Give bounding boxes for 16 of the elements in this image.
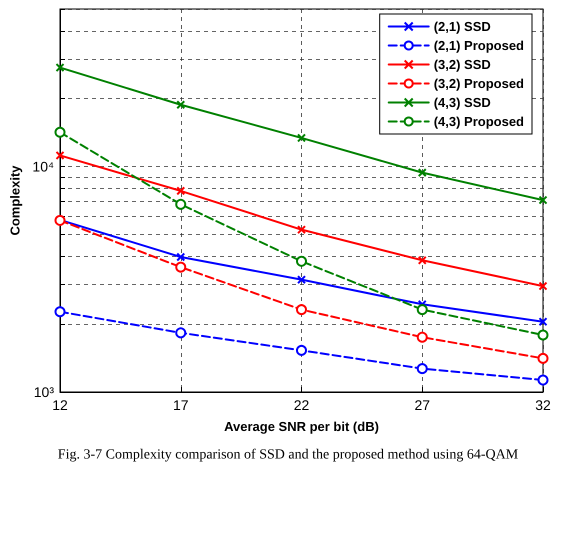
- caption: Fig. 3-7 Complexity comparison of SSD and the proposed method using 64-QAM: [58, 448, 519, 462]
- legend-label: (3,2) SSD: [434, 57, 491, 72]
- y-tick-label: 10³: [34, 384, 54, 400]
- legend-label: (2,1) SSD: [434, 19, 491, 34]
- legend-label: (2,1) Proposed: [434, 38, 524, 53]
- y-axis-title: Complexity: [8, 164, 23, 236]
- x-tick-label: 22: [294, 397, 310, 413]
- x-axis-title: Average SNR per bit (dB): [224, 419, 379, 434]
- legend-label: (4,3) Proposed: [434, 114, 524, 129]
- x-tick-label: 32: [535, 397, 551, 413]
- legend-label: (3,2) Proposed: [434, 76, 524, 91]
- x-tick-label: 12: [52, 397, 68, 413]
- x-tick-label: 17: [172, 397, 189, 413]
- legend-label: (4,3) SSD: [434, 95, 491, 110]
- y-tick-label: 10⁴: [32, 158, 54, 175]
- x-tick-label: 27: [414, 397, 430, 413]
